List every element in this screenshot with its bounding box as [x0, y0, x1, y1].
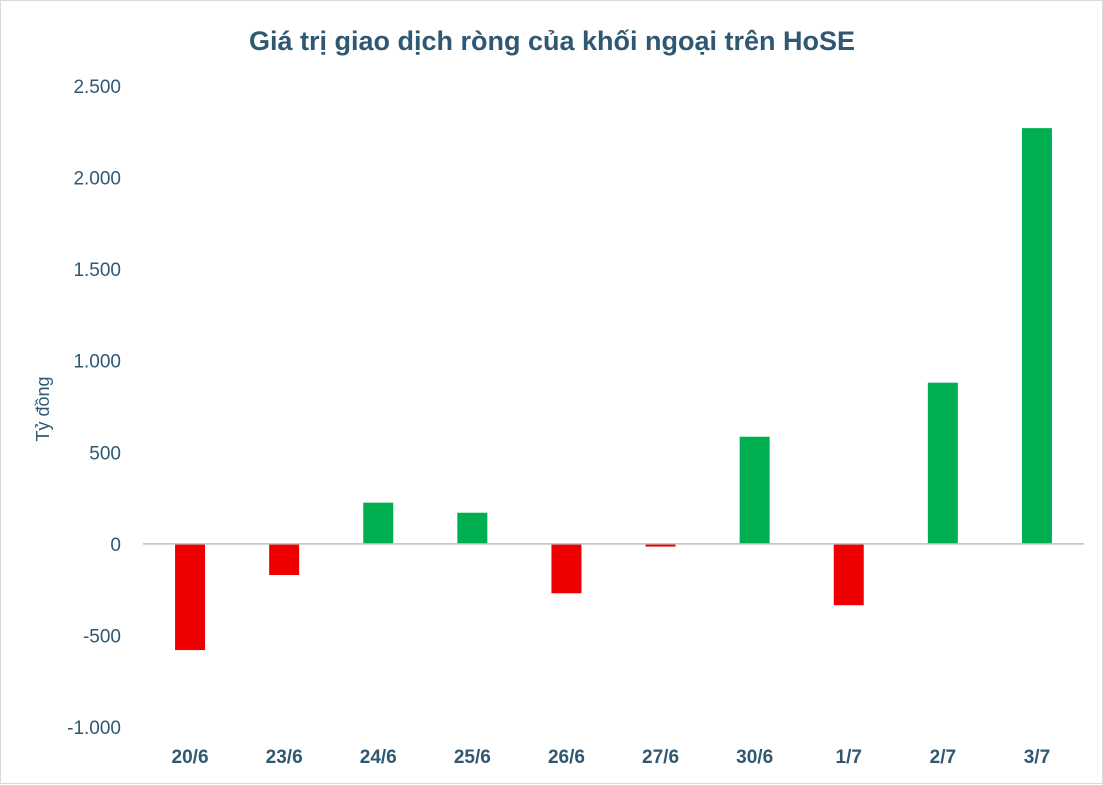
y-axis-ticks: 2.500 2.000 1.500 1.000 500 0 -500 -1.000: [67, 77, 121, 739]
x-tick-label: 25/6: [454, 747, 491, 768]
x-tick-label: 27/6: [642, 747, 679, 768]
x-tick-label: 2/7: [930, 747, 956, 768]
y-tick-label: -1.000: [67, 718, 121, 739]
bar-3-7: [1021, 128, 1052, 544]
x-tick-label: 23/6: [266, 747, 303, 768]
bar-20-6: [175, 543, 206, 651]
bar-1-7: [833, 543, 864, 606]
y-tick-label: 2.500: [73, 77, 121, 98]
y-tick-label: 2.000: [73, 169, 121, 190]
y-tick-label: -500: [83, 626, 121, 647]
x-tick-label: 30/6: [736, 747, 773, 768]
bar-26-6: [551, 543, 582, 594]
bar-30-6: [739, 436, 770, 544]
y-tick-label: 1.000: [73, 352, 121, 373]
chart-title: Giá trị giao dịch ròng của khối ngoại tr…: [249, 26, 855, 56]
x-tick-label: 26/6: [548, 747, 585, 768]
x-tick-label: 24/6: [360, 747, 397, 768]
y-axis-label: Tỷ đồng: [33, 376, 53, 441]
y-tick-label: 1.500: [73, 260, 121, 281]
bars: [175, 128, 1052, 651]
bar-23-6: [269, 543, 300, 575]
bar-27-6: [645, 543, 676, 547]
bar-2-7: [927, 382, 958, 544]
bar-24-6: [363, 502, 394, 544]
x-tick-label: 1/7: [836, 747, 862, 768]
x-tick-label: 3/7: [1024, 747, 1050, 768]
bar-25-6: [457, 512, 488, 544]
y-tick-label: 0: [110, 535, 121, 556]
x-axis-ticks: 20/6 23/6 24/6 25/6 26/6 27/6 30/6 1/7 2/7 3/7: [172, 747, 1051, 768]
y-tick-label: 500: [89, 443, 121, 464]
x-tick-label: 20/6: [172, 747, 209, 768]
